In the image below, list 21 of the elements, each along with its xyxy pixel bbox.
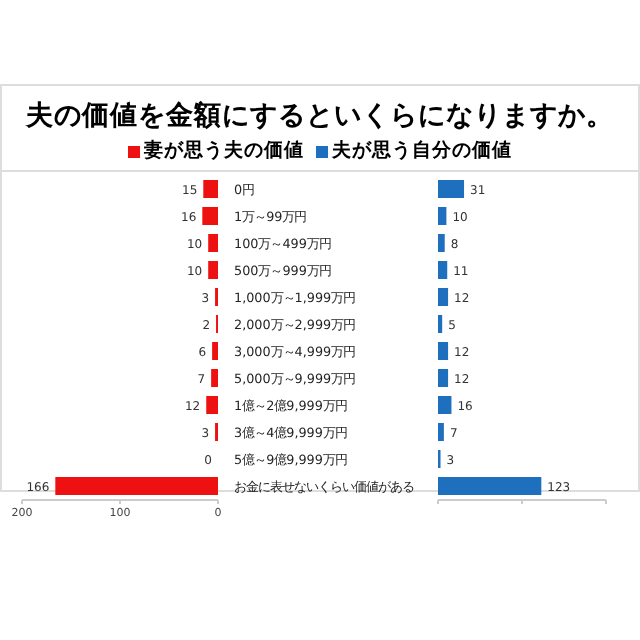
bar bbox=[438, 396, 452, 414]
bar bbox=[438, 369, 449, 387]
bar bbox=[438, 288, 449, 306]
bar bbox=[438, 342, 449, 360]
bar bbox=[438, 477, 542, 495]
bar bbox=[438, 207, 447, 225]
legend-label: 妻が思う夫の価値 bbox=[142, 138, 304, 164]
bar bbox=[438, 423, 444, 441]
bar bbox=[438, 261, 448, 279]
bar bbox=[211, 369, 218, 387]
bar bbox=[203, 180, 218, 198]
legend-label: 夫が思う自分の価値 bbox=[330, 138, 512, 164]
bar bbox=[208, 261, 218, 279]
bar bbox=[206, 396, 218, 414]
text: 夫の価値を金額にするといくらになりますか。 bbox=[23, 98, 616, 134]
bar bbox=[438, 180, 465, 198]
bar bbox=[202, 207, 218, 225]
bar bbox=[212, 342, 218, 360]
bar bbox=[208, 234, 218, 252]
bar bbox=[55, 477, 218, 495]
bar bbox=[438, 234, 445, 252]
